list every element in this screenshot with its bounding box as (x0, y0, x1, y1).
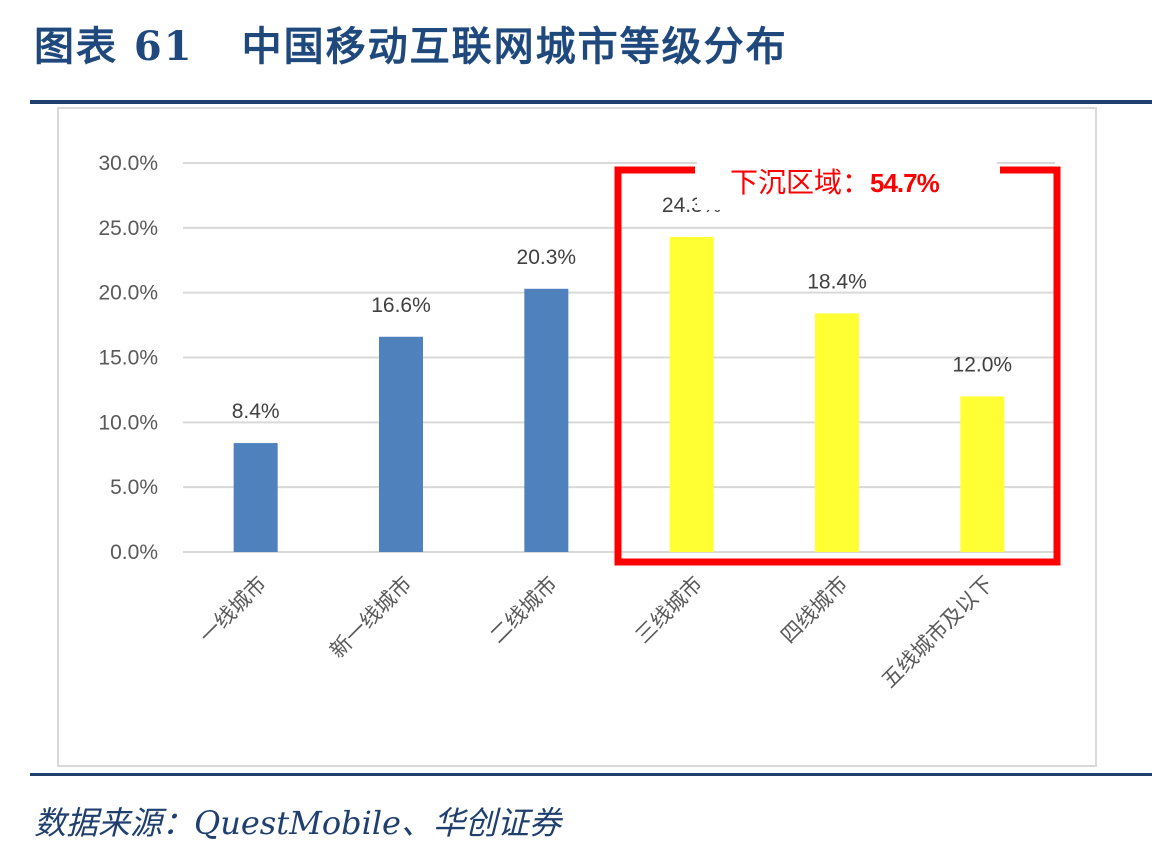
figure-title: 图表 61 中国移动互联网城市等级分布 (34, 14, 788, 72)
bar (524, 288, 569, 552)
data-label: 8.4% (232, 400, 280, 423)
y-tick-label: 25.0% (98, 217, 158, 240)
chart-frame (57, 107, 1097, 767)
y-tick-label: 30.0% (98, 152, 158, 175)
bar (379, 336, 423, 552)
chart-title: 中国移动互联网城市等级分布 (241, 23, 788, 70)
figure-label: 图表 61 (34, 23, 194, 70)
bottom-rule (30, 773, 1152, 776)
annotation-background (697, 155, 997, 210)
y-tick-label: 10.0% (98, 411, 158, 434)
x-tick-label: 一线城市 (196, 572, 272, 648)
x-tick-label: 五线城市及以下 (878, 572, 998, 692)
bar (669, 236, 714, 552)
bar (233, 443, 278, 552)
y-tick-label: 20.0% (98, 282, 158, 305)
bar (815, 313, 859, 552)
y-tick-label: 15.0% (98, 347, 158, 370)
x-tick-label: 新一线城市 (326, 572, 417, 663)
highlight-box (614, 166, 1061, 566)
y-tick-label: 5.0% (110, 476, 158, 499)
top-rule (30, 100, 1152, 104)
source-note: 数据来源：QuestMobile、华创证券 (34, 804, 561, 842)
x-tick-label: 二线城市 (486, 572, 562, 648)
data-label: 12.0% (953, 353, 1013, 376)
x-tick-label: 四线城市 (777, 572, 853, 648)
annotation-label: 下沉区域：54.7% (730, 166, 940, 199)
x-tick-label: 三线城市 (632, 572, 708, 648)
data-label: 16.6% (371, 294, 431, 317)
data-label: 18.4% (807, 270, 867, 293)
data-label: 20.3% (517, 246, 577, 269)
y-tick-label: 0.0% (110, 541, 158, 564)
bar (960, 396, 1005, 552)
